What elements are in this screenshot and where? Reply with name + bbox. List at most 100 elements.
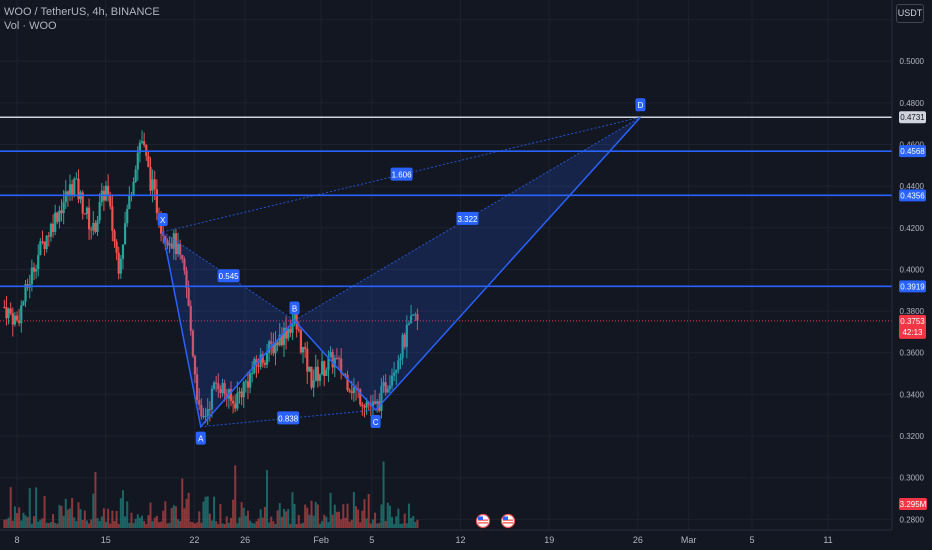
us-flag-icon[interactable]	[500, 513, 516, 529]
volume-bar	[257, 518, 260, 528]
volume-bar	[263, 507, 266, 528]
volume-bar	[397, 508, 400, 528]
volume-bar	[77, 502, 80, 528]
volume-bar	[361, 510, 364, 528]
candle-body	[18, 320, 21, 324]
candle-body	[255, 358, 258, 366]
candle-body	[248, 373, 252, 388]
volume-bar	[37, 521, 40, 528]
volume-bar	[56, 523, 59, 528]
currency-unit-button[interactable]: USDT	[896, 4, 924, 23]
candle-body	[107, 185, 110, 197]
volume-bar	[384, 520, 387, 528]
candle-body	[310, 366, 313, 388]
volume-bar	[58, 504, 61, 528]
volume-bar	[111, 510, 114, 528]
candle-body	[380, 385, 383, 411]
candle-body	[397, 360, 400, 370]
candle-body	[62, 202, 65, 214]
candle-body	[265, 352, 269, 365]
candle-body	[174, 233, 178, 255]
candle-body	[206, 409, 209, 416]
candle-body	[399, 357, 402, 361]
volume-bar	[107, 508, 110, 528]
volume-bar	[321, 521, 324, 528]
volume-bar	[266, 470, 269, 528]
candle-body	[287, 328, 290, 339]
volume-bar	[145, 523, 148, 528]
candle-body	[304, 347, 307, 349]
candle-body	[270, 341, 273, 344]
volume-badge-label: 3.295M	[900, 500, 927, 509]
volume-bar	[236, 523, 239, 528]
candle-body	[35, 269, 38, 272]
volume-bar	[399, 523, 402, 528]
candle-body	[244, 381, 247, 383]
volume-bar	[376, 523, 379, 528]
volume-indicator-label[interactable]: Vol · WOO	[4, 20, 57, 32]
candle-body	[251, 372, 254, 374]
volume-bar	[11, 520, 14, 528]
price-tick: 0.4600	[900, 141, 925, 150]
volume-bar	[388, 505, 391, 528]
candle-body	[179, 243, 182, 255]
candle-body	[395, 369, 398, 373]
volume-bar	[282, 508, 285, 528]
volume-bar	[270, 516, 273, 528]
time-tick: 5	[749, 535, 754, 545]
candle-body	[58, 210, 61, 222]
volume-bar	[3, 519, 6, 528]
volume-bar	[363, 499, 366, 528]
candle-body	[15, 315, 19, 321]
candle-body	[193, 356, 197, 375]
volume-bar	[297, 514, 300, 528]
candle-body	[123, 223, 127, 245]
volume-bar	[369, 523, 372, 528]
volume-bar	[98, 520, 101, 528]
candle-body	[87, 207, 91, 230]
candle-body	[371, 401, 375, 407]
price-badge-label: 0.3919	[900, 282, 925, 291]
time-tick: 26	[633, 535, 643, 545]
candle-body	[13, 315, 17, 325]
price-tick: 0.3800	[900, 307, 925, 316]
candle-body	[138, 142, 142, 153]
volume-bar	[54, 522, 57, 528]
candle-body	[136, 152, 139, 170]
volume-bar	[45, 522, 48, 528]
price-tick: 0.5000	[900, 57, 925, 66]
symbol-title[interactable]: WOO / TetherUS, 4h, BINANCE	[4, 6, 160, 18]
volume-bar	[88, 523, 91, 528]
us-flag-icon[interactable]	[475, 513, 491, 529]
volume-bar	[329, 492, 332, 528]
candle-body	[223, 383, 226, 395]
volume-bar	[246, 510, 249, 528]
volume-bar	[344, 517, 347, 528]
volume-bar	[73, 517, 76, 528]
volume-bar	[136, 514, 139, 528]
volume-bar	[102, 508, 105, 528]
candle-body	[242, 382, 245, 398]
pattern-ratio-badge	[277, 411, 300, 425]
volume-bar	[52, 514, 55, 528]
candle-body	[204, 415, 207, 417]
time-tick: 5	[369, 535, 374, 545]
volume-bar	[198, 511, 201, 528]
volume-bar	[232, 499, 235, 528]
volume-bar	[85, 520, 88, 528]
volume-bar	[113, 521, 116, 528]
volume-bar	[225, 516, 228, 528]
candle-body	[196, 374, 199, 401]
price-tick: 0.3600	[900, 349, 925, 358]
candle-body	[202, 416, 205, 418]
volume-bar	[253, 523, 256, 528]
price-badge-label: 0.4731	[900, 113, 925, 122]
candle-body	[416, 314, 419, 321]
candle-body	[282, 327, 286, 346]
volume-bar	[268, 522, 271, 528]
candle-body	[75, 178, 78, 180]
volume-bar	[242, 507, 245, 528]
candle-body	[278, 334, 281, 346]
candle-body	[32, 267, 36, 272]
